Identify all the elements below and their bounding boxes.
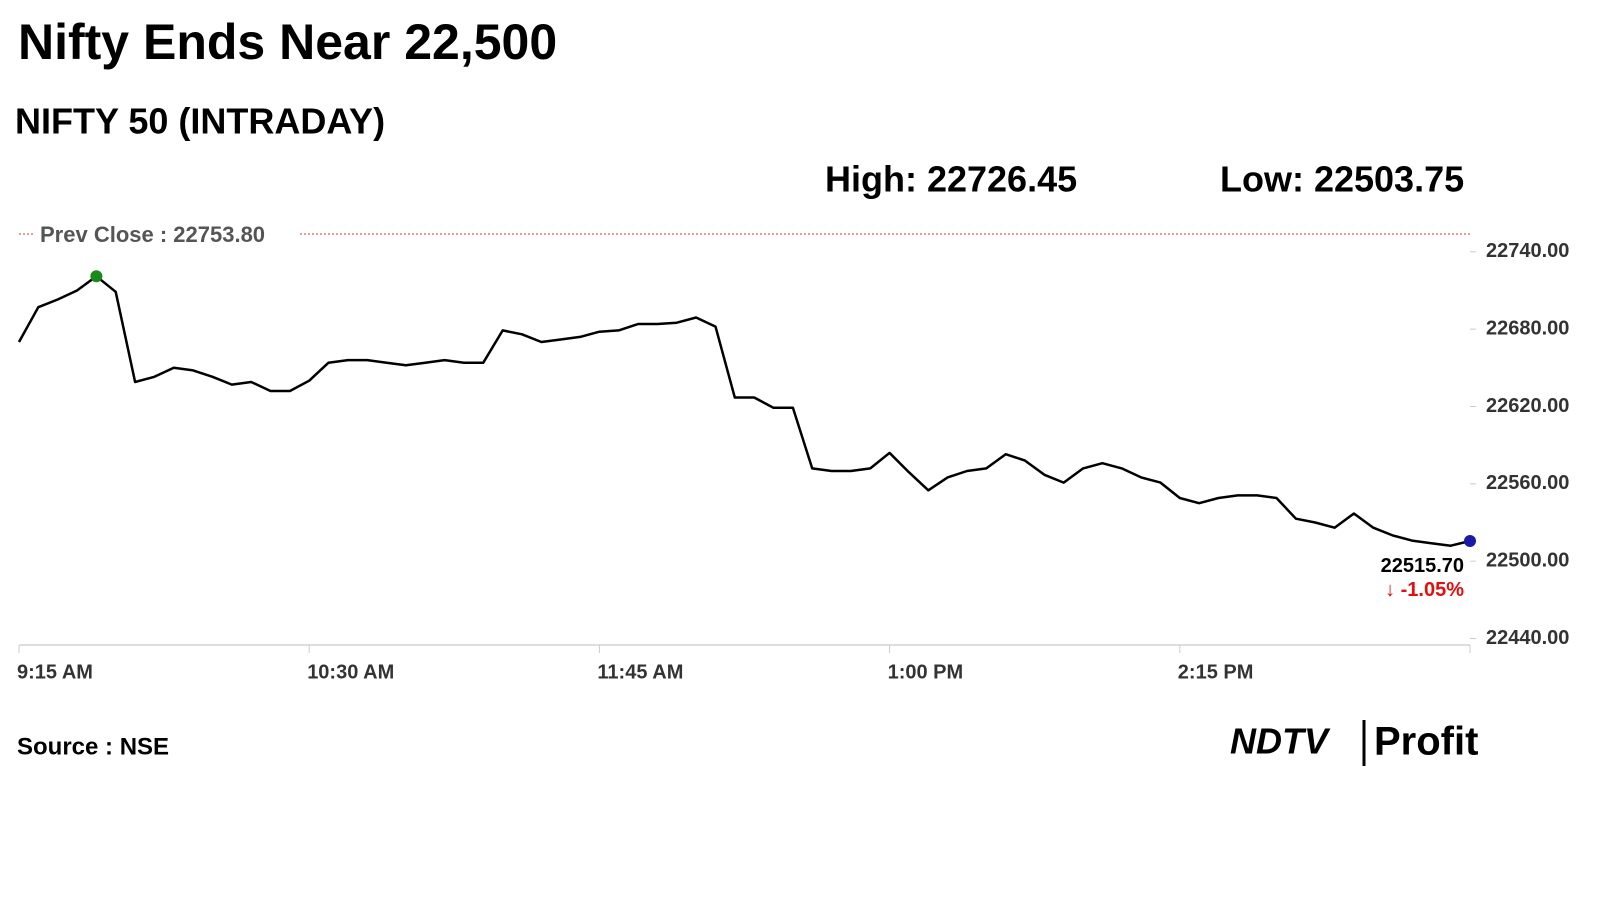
reference-label: Prev Close : 22753.80	[40, 222, 265, 247]
y-tick-label: 22440.00	[1486, 627, 1569, 649]
x-tick-label: 10:30 AM	[307, 661, 394, 683]
change-label: ↓ -1.05%	[1385, 579, 1464, 601]
x-tick-label: 9:15 AM	[17, 661, 93, 683]
brand: NDTV	[1230, 721, 1331, 762]
chart-subtitle: NIFTY 50 (INTRADAY)	[15, 101, 385, 142]
x-tick-label: 2:15 PM	[1178, 661, 1254, 683]
source: Source : NSE	[17, 733, 169, 760]
x-tick-label: 11:45 AM	[597, 661, 683, 683]
y-tick-label: 22740.00	[1486, 240, 1569, 262]
y-tick-label: 22680.00	[1486, 317, 1569, 339]
y-tick-label: 22620.00	[1486, 395, 1569, 417]
last-value-label: 22515.70	[1381, 555, 1464, 577]
chart-title: Nifty Ends Near 22,500	[18, 14, 557, 70]
low-label: Low: 22503.75	[1220, 159, 1464, 200]
brand-2: Profit	[1374, 720, 1478, 764]
marker	[1464, 534, 1476, 547]
marker	[90, 270, 103, 283]
line	[17, 275, 1471, 547]
y-tick-label: 22500.00	[1486, 549, 1569, 571]
x-tick-label: 1:00 PM	[888, 661, 964, 683]
high-label: High: 22726.45	[825, 159, 1077, 200]
y-tick-label: 22560.00	[1486, 472, 1569, 494]
